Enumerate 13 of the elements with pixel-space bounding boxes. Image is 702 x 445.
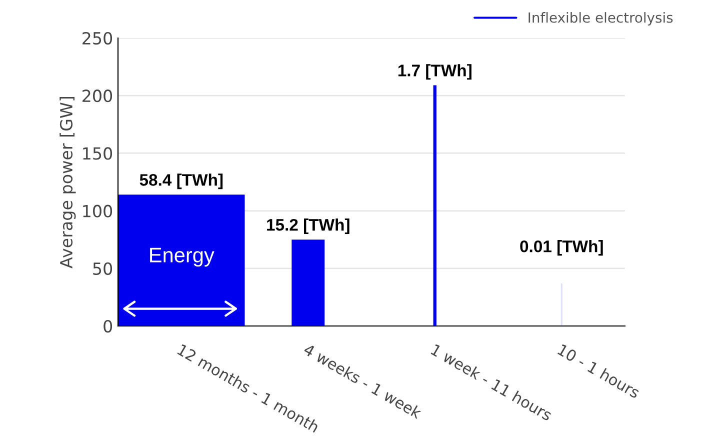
y-axis-title: Average power [GW]	[60, 96, 76, 268]
y-tick-label: 250	[82, 32, 112, 45]
annotation: Energy	[150, 248, 214, 267]
annotation: 15.2 [TWh]	[267, 218, 350, 234]
y-tick-label: 50	[93, 262, 112, 275]
annotation: 1.7 [TWh]	[398, 64, 472, 80]
y-tick-label: 200	[82, 90, 112, 102]
annotation: 0.01 [TWh]	[520, 240, 603, 256]
legend-label: Inflexible electrolysis	[528, 12, 673, 26]
annotation: 58.4 [TWh]	[140, 174, 223, 190]
y-tick-label: 0	[104, 320, 112, 333]
y-tick-label: 150	[83, 147, 112, 160]
y-tick-label: 100	[83, 204, 112, 218]
